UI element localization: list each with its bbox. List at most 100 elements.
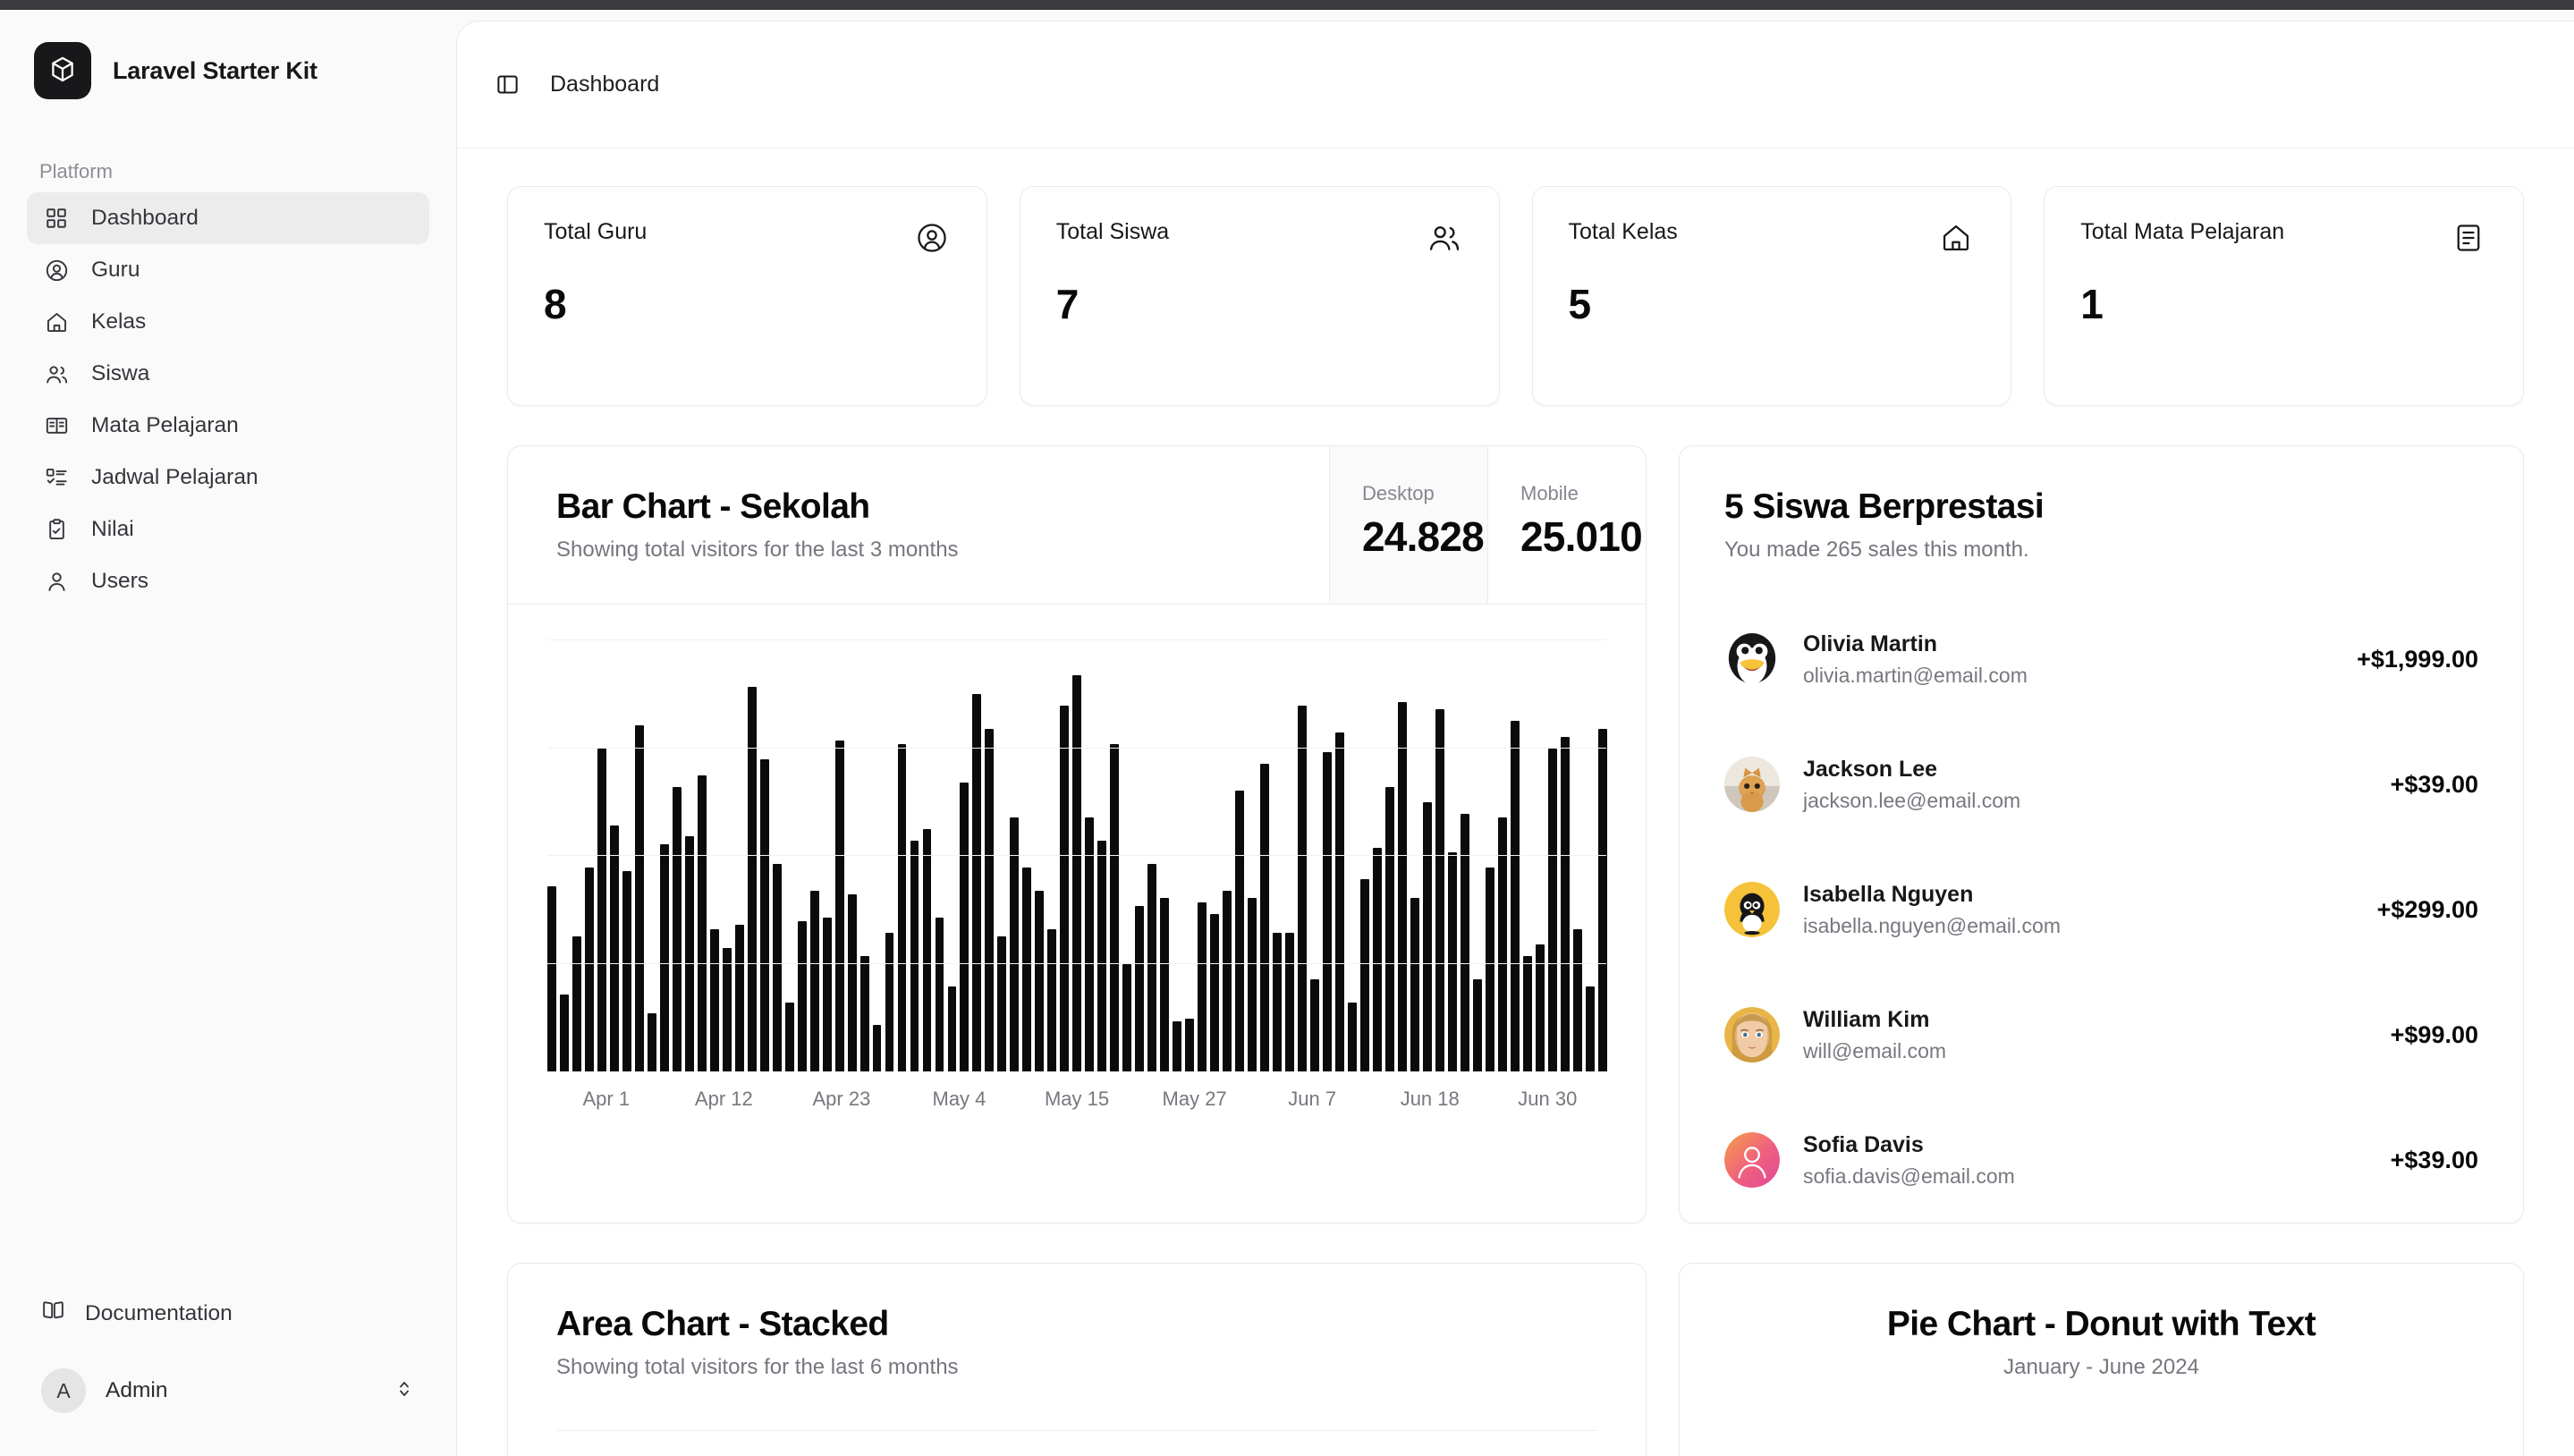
bar[interactable] bbox=[797, 921, 807, 1071]
sidebar-item-jadwal-pelajaran[interactable]: Jadwal Pelajaran bbox=[27, 452, 429, 504]
bar[interactable] bbox=[872, 1025, 882, 1071]
metric-tab-desktop[interactable]: Desktop 24.828 bbox=[1329, 446, 1487, 604]
bar[interactable] bbox=[1447, 851, 1457, 1071]
bar[interactable] bbox=[1248, 898, 1257, 1071]
bar[interactable] bbox=[1348, 1002, 1357, 1071]
sidebar-item-dashboard[interactable]: Dashboard bbox=[27, 192, 429, 244]
bar[interactable] bbox=[584, 867, 594, 1071]
bar[interactable] bbox=[697, 775, 707, 1071]
bar[interactable] bbox=[1359, 878, 1369, 1071]
sidebar-item-mata-pelajaran[interactable]: Mata Pelajaran bbox=[27, 400, 429, 452]
bar[interactable] bbox=[1160, 898, 1170, 1071]
list-item[interactable]: Olivia Martin olivia.martin@email.com +$… bbox=[1724, 597, 2478, 722]
bar[interactable] bbox=[1060, 706, 1070, 1071]
sidebar-item-users[interactable]: Users bbox=[27, 555, 429, 607]
bar[interactable] bbox=[559, 994, 569, 1071]
bar[interactable] bbox=[1397, 701, 1407, 1071]
bar[interactable] bbox=[985, 728, 995, 1071]
bar[interactable] bbox=[1597, 728, 1607, 1071]
panel-left-icon[interactable] bbox=[491, 69, 523, 101]
bar[interactable] bbox=[647, 1013, 656, 1071]
bar[interactable] bbox=[1497, 817, 1507, 1071]
bar[interactable] bbox=[1072, 674, 1082, 1071]
bar[interactable] bbox=[1460, 813, 1469, 1071]
bar[interactable] bbox=[997, 936, 1007, 1071]
bar[interactable] bbox=[659, 844, 669, 1071]
bar[interactable] bbox=[1485, 867, 1494, 1071]
bar[interactable] bbox=[597, 748, 606, 1071]
bar[interactable] bbox=[1298, 706, 1307, 1071]
bar[interactable] bbox=[672, 786, 682, 1071]
bar[interactable] bbox=[1035, 890, 1045, 1071]
bar[interactable] bbox=[572, 936, 581, 1071]
bar[interactable] bbox=[1135, 905, 1145, 1071]
bar[interactable] bbox=[1110, 744, 1120, 1071]
bar[interactable] bbox=[1560, 736, 1570, 1071]
bar[interactable] bbox=[1472, 978, 1482, 1071]
sidebar-item-nilai[interactable]: Nilai bbox=[27, 504, 429, 555]
bar[interactable] bbox=[885, 933, 894, 1071]
bar[interactable] bbox=[759, 759, 769, 1071]
bar[interactable] bbox=[1173, 1021, 1182, 1071]
bar[interactable] bbox=[822, 917, 832, 1071]
bar[interactable] bbox=[1510, 721, 1520, 1071]
brand[interactable]: Laravel Starter Kit bbox=[0, 10, 456, 99]
bar[interactable] bbox=[1435, 709, 1444, 1071]
bar[interactable] bbox=[1522, 955, 1532, 1071]
bar[interactable] bbox=[1372, 848, 1382, 1071]
bar[interactable] bbox=[1384, 786, 1394, 1071]
bar[interactable] bbox=[609, 825, 619, 1071]
bar[interactable] bbox=[897, 744, 907, 1071]
bar[interactable] bbox=[1310, 978, 1319, 1071]
bar[interactable] bbox=[834, 740, 844, 1071]
bar[interactable] bbox=[684, 836, 694, 1071]
bar[interactable] bbox=[1198, 902, 1207, 1071]
bar[interactable] bbox=[1323, 751, 1332, 1071]
bar[interactable] bbox=[1273, 933, 1282, 1071]
chevrons-up-down-icon[interactable] bbox=[394, 1378, 415, 1404]
sidebar-item-guru[interactable]: Guru bbox=[27, 244, 429, 296]
bar[interactable] bbox=[1147, 863, 1157, 1071]
bar[interactable] bbox=[847, 894, 857, 1071]
bar[interactable] bbox=[722, 948, 732, 1071]
bar[interactable] bbox=[772, 863, 782, 1071]
bar[interactable] bbox=[622, 871, 631, 1071]
bar[interactable] bbox=[922, 828, 932, 1071]
bar[interactable] bbox=[1535, 944, 1545, 1071]
bar[interactable] bbox=[1210, 913, 1220, 1071]
bar[interactable] bbox=[947, 986, 957, 1071]
bar[interactable] bbox=[747, 686, 757, 1071]
bar[interactable] bbox=[1285, 933, 1294, 1071]
sidebar-item-documentation[interactable]: Documentation bbox=[27, 1288, 429, 1340]
bar[interactable] bbox=[634, 724, 644, 1071]
bar[interactable] bbox=[935, 917, 944, 1071]
bar[interactable] bbox=[1223, 890, 1232, 1071]
bar[interactable] bbox=[1010, 817, 1020, 1071]
metric-tab-mobile[interactable]: Mobile 25.010 bbox=[1487, 446, 1646, 604]
breadcrumb[interactable]: Dashboard bbox=[550, 72, 660, 97]
bar[interactable] bbox=[1422, 801, 1432, 1071]
bar[interactable] bbox=[910, 840, 919, 1071]
bar[interactable] bbox=[1410, 898, 1419, 1071]
bar[interactable] bbox=[784, 1002, 794, 1071]
bar[interactable] bbox=[1047, 928, 1057, 1071]
bar[interactable] bbox=[1122, 963, 1132, 1071]
bar[interactable] bbox=[1260, 763, 1269, 1071]
bar[interactable] bbox=[547, 886, 556, 1071]
bar[interactable] bbox=[709, 928, 719, 1071]
bar[interactable] bbox=[1572, 928, 1582, 1071]
bar[interactable] bbox=[1235, 790, 1245, 1071]
bar[interactable] bbox=[1185, 1019, 1195, 1071]
bar[interactable] bbox=[1547, 748, 1557, 1071]
bar[interactable] bbox=[960, 783, 969, 1071]
bar[interactable] bbox=[734, 925, 744, 1071]
list-item[interactable]: Jackson Lee jackson.lee@email.com +$39.0… bbox=[1724, 722, 2478, 847]
bar[interactable] bbox=[1085, 817, 1095, 1071]
sidebar-item-kelas[interactable]: Kelas bbox=[27, 296, 429, 348]
list-item[interactable]: Isabella Nguyen isabella.nguyen@email.co… bbox=[1724, 847, 2478, 972]
list-item[interactable]: William Kim will@email.com +$99.00 bbox=[1724, 972, 2478, 1097]
bar[interactable] bbox=[1097, 840, 1107, 1071]
bar[interactable] bbox=[972, 694, 982, 1071]
sidebar-user-menu[interactable]: A Admin bbox=[27, 1361, 429, 1420]
bar[interactable] bbox=[859, 955, 869, 1071]
